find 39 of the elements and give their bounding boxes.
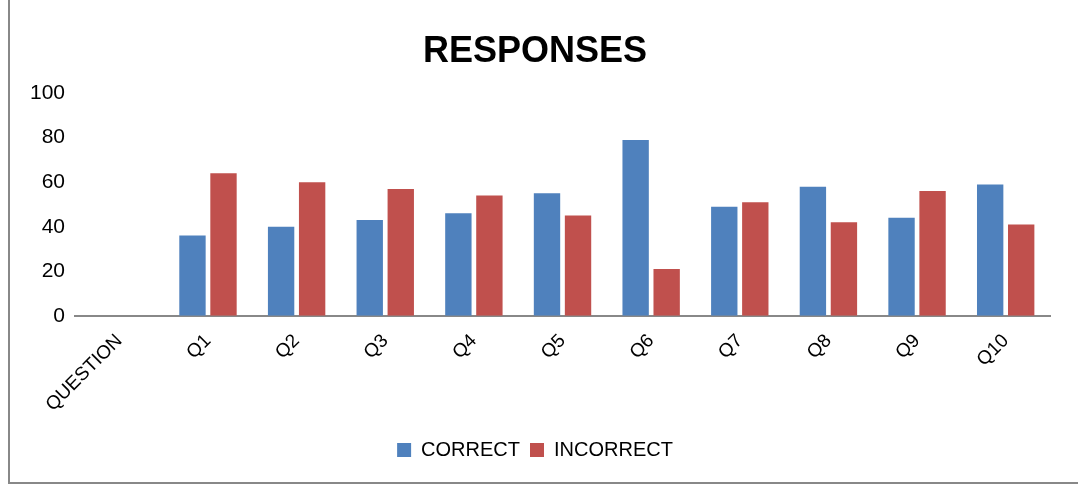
x-tick-label: Q8 — [802, 329, 835, 363]
bar — [387, 188, 414, 316]
y-tick-label: 60 — [41, 169, 66, 192]
y-tick-label: 0 — [53, 302, 66, 326]
bar — [1008, 224, 1035, 316]
x-tick-label: Q10 — [971, 329, 1013, 370]
bar — [445, 213, 472, 316]
bar — [622, 139, 649, 316]
x-tick-label: Q5 — [536, 329, 570, 363]
x-tick-label: Q7 — [713, 329, 747, 363]
x-tick-label: Q6 — [624, 329, 658, 363]
y-tick-label: 80 — [41, 124, 66, 148]
bar — [830, 222, 858, 316]
bar — [476, 195, 503, 316]
y-tick-label: 20 — [41, 258, 66, 282]
bar — [533, 193, 561, 316]
bar — [919, 191, 946, 316]
y-tick-label: 100 — [29, 80, 66, 103]
chart-title: RESPONSES — [422, 28, 648, 70]
bar — [356, 220, 383, 316]
legend-label: CORRECT — [421, 437, 520, 460]
bar — [799, 186, 827, 316]
bar — [298, 182, 326, 316]
x-tick-label: Q1 — [181, 329, 215, 363]
bar — [653, 268, 680, 316]
bar — [888, 217, 915, 316]
x-tick-label: Q2 — [270, 329, 304, 363]
legend-label: INCORRECT — [554, 437, 673, 460]
bar — [564, 215, 592, 316]
bar — [742, 202, 769, 316]
y-tick-label: 40 — [41, 213, 66, 237]
bar — [210, 173, 237, 316]
x-tick-label: Q4 — [447, 329, 481, 363]
x-tick-label: Q9 — [890, 329, 924, 363]
x-tick-label: Q3 — [359, 329, 392, 363]
bar — [711, 206, 738, 316]
bar — [976, 184, 1004, 316]
bar — [267, 226, 295, 316]
bar — [179, 235, 206, 316]
